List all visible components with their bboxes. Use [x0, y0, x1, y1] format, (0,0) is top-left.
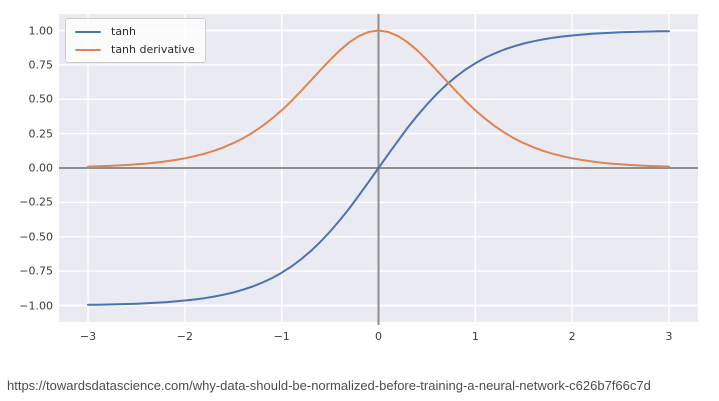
- y-tick-label: 1.00: [28, 24, 54, 37]
- y-tick-label: −0.50: [19, 230, 53, 244]
- source-url-caption: https://towardsdatascience.com/why-data-…: [7, 378, 651, 393]
- y-tick-label: −0.25: [19, 195, 53, 209]
- plot-area: tanh tanh derivative: [59, 14, 698, 325]
- y-tick-label: 0.50: [28, 92, 54, 106]
- x-tick-label: 3: [665, 330, 673, 343]
- x-tick-label: 2: [568, 330, 576, 343]
- y-tick-label: 0.75: [28, 58, 54, 72]
- tanh-derivative-line-swatch: [75, 48, 101, 51]
- legend-entry-tanh-derivative: tanh derivative: [75, 42, 195, 57]
- y-tick-label: −0.75: [19, 264, 53, 278]
- x-tick-label: −1: [273, 330, 290, 343]
- legend-label-tanh-derivative: tanh derivative: [111, 43, 195, 56]
- x-tick-label: 1: [471, 330, 479, 343]
- legend-entry-tanh: tanh: [75, 24, 195, 39]
- x-tick-label: −2: [176, 330, 193, 343]
- x-tick-label: 0: [375, 330, 382, 343]
- y-tick-label: 0.25: [28, 127, 54, 141]
- chart-canvas: [59, 14, 698, 325]
- tanh-line-swatch: [75, 30, 101, 33]
- y-tick-label: 0.00: [28, 161, 54, 175]
- legend: tanh tanh derivative: [65, 18, 206, 63]
- y-tick-label: −1.00: [19, 299, 53, 312]
- legend-label-tanh: tanh: [111, 25, 136, 38]
- x-tick-label: −3: [79, 330, 97, 343]
